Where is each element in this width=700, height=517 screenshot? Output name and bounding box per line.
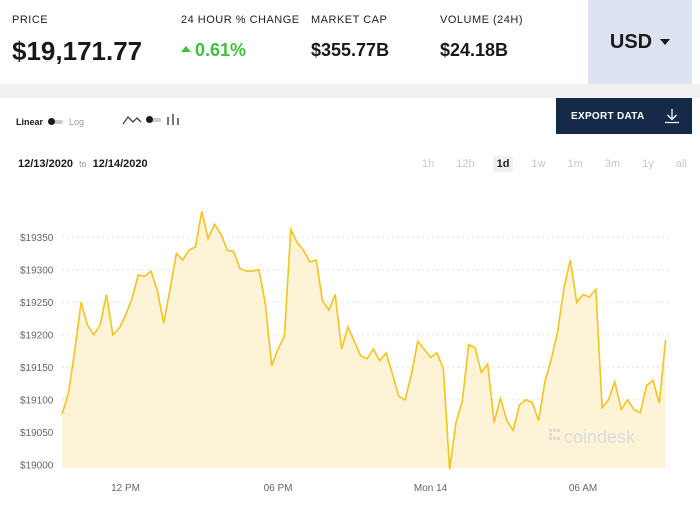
change-percent: 0.61% <box>195 40 247 60</box>
y-axis: $19000 $19050 $19100 $19150 $19200 $19250 $193… <box>20 233 54 472</box>
date-range: 12/13/2020 to 12/14/2020 <box>18 158 148 170</box>
volume-value: $24.18B <box>440 40 509 60</box>
y-tick-label: $19150 <box>20 363 54 374</box>
volume-stat: VOLUME (24H) $24.18B <box>440 14 523 61</box>
currency-dropdown[interactable]: USD <box>588 0 692 84</box>
y-tick-label: $19050 <box>20 428 54 439</box>
scale-toggle[interactable]: Linear Log <box>16 117 84 127</box>
period-1m[interactable]: 1m <box>567 158 583 170</box>
x-axis: 12 PM 06 PM Mon 14 06 AM <box>111 483 597 494</box>
x-tick-label: 06 AM <box>569 483 597 494</box>
period-1y[interactable]: 1y <box>642 158 654 170</box>
market-cap-value: $355.77B <box>311 40 390 60</box>
up-arrow-icon <box>181 46 191 53</box>
y-tick-label: $19250 <box>20 298 54 309</box>
period-3m[interactable]: 3m <box>604 158 621 170</box>
chart-panel: Linear Log EXPORT DATA 12/13/2020 to 12/… <box>0 98 700 517</box>
price-value: $19,171.77 <box>12 36 143 66</box>
y-tick-label: $19200 <box>20 330 54 341</box>
change-value: 0.61% <box>181 40 300 61</box>
x-tick-label: Mon 14 <box>414 483 448 494</box>
export-data-button[interactable]: EXPORT DATA <box>556 98 692 134</box>
coindesk-logo: coindesk <box>549 427 636 447</box>
period-1w[interactable]: 1w <box>531 158 546 170</box>
line-chart-icon[interactable] <box>122 114 142 126</box>
period-1h[interactable]: 1h <box>422 158 435 170</box>
scale-switch-knob <box>48 118 56 125</box>
coindesk-watermark: coindesk <box>564 427 636 447</box>
x-tick-label: 06 PM <box>264 483 293 494</box>
market-stats-header: PRICE $19,171.77 24 HOUR % CHANGE 0.61% … <box>0 0 700 84</box>
chart-type-switch-knob <box>146 116 153 123</box>
price-chart: $19000 $19050 $19100 $19150 $19200 $19250 $193… <box>20 211 672 494</box>
volume-label: VOLUME (24H) <box>440 14 524 26</box>
export-label: EXPORT DATA <box>571 110 645 122</box>
candlestick-icon[interactable] <box>166 114 180 126</box>
linear-label[interactable]: Linear <box>16 117 44 127</box>
price-stat: PRICE $19,171.77 <box>12 14 142 67</box>
period-1d[interactable]: 1d <box>492 156 514 172</box>
range-to[interactable]: 12/14/2020 <box>92 158 148 170</box>
chart-type-switch[interactable] <box>146 116 161 123</box>
y-tick-label: $19000 <box>20 460 54 471</box>
change-stat: 24 HOUR % CHANGE 0.61% <box>181 14 300 61</box>
scale-switch[interactable] <box>48 118 64 125</box>
x-tick-label: 12 PM <box>111 483 140 494</box>
range-to-label: to <box>79 159 87 169</box>
y-tick-label: $19350 <box>20 233 54 244</box>
market-cap-stat: MARKET CAP $355.77B <box>311 14 389 61</box>
y-tick-label: $19100 <box>20 395 54 406</box>
period-selector: 1h 12h 1d 1w 1m 3m 1y all <box>418 156 700 172</box>
price-area-fill <box>62 211 666 470</box>
caret-down-icon <box>660 39 671 45</box>
download-icon <box>665 109 679 124</box>
period-all[interactable]: all <box>675 158 687 170</box>
chart-type-toggle[interactable] <box>122 114 180 126</box>
price-line <box>61 211 667 470</box>
price-label: PRICE <box>12 14 49 26</box>
period-12h[interactable]: 12h <box>456 158 475 170</box>
change-label: 24 HOUR % CHANGE <box>181 14 300 26</box>
y-tick-label: $19300 <box>20 265 54 276</box>
coindesk-logo-icon <box>549 429 560 440</box>
market-cap-label: MARKET CAP <box>311 14 388 26</box>
currency-label: USD <box>609 30 653 53</box>
range-from[interactable]: 12/13/2020 <box>18 158 74 170</box>
log-label[interactable]: Log <box>69 117 85 127</box>
